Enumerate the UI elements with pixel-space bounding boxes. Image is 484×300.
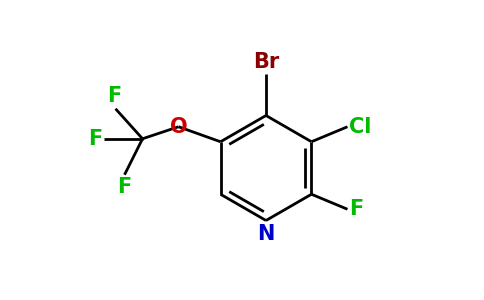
Text: F: F (107, 86, 121, 106)
Text: Br: Br (253, 52, 279, 72)
Text: O: O (170, 117, 187, 137)
Text: N: N (257, 224, 275, 244)
Text: F: F (118, 177, 132, 197)
Text: F: F (88, 129, 102, 149)
Text: F: F (348, 199, 363, 219)
Text: Cl: Cl (348, 117, 371, 137)
